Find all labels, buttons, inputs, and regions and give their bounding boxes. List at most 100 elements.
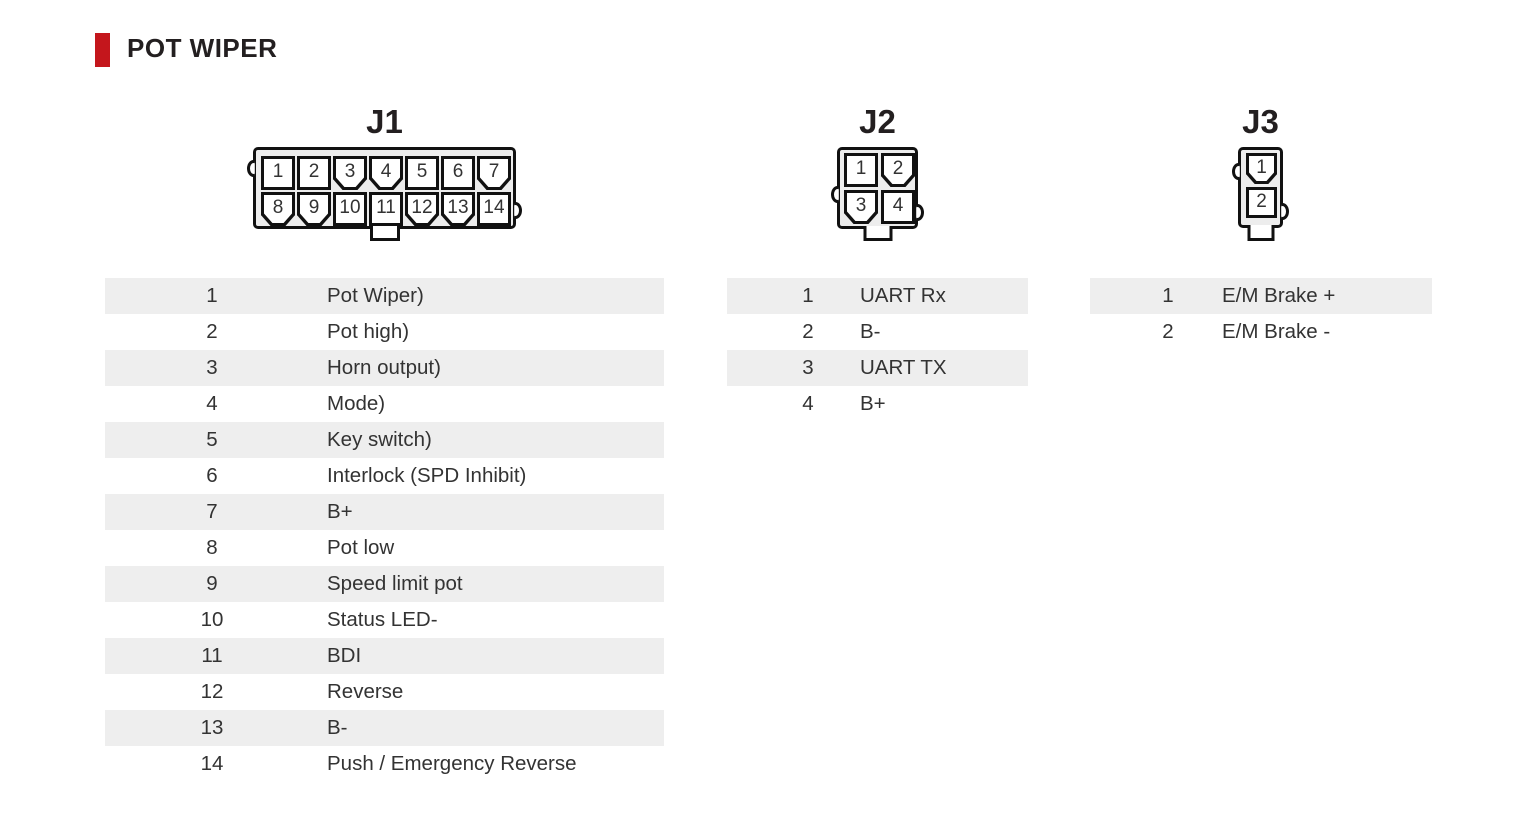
pin-number: 3 — [344, 161, 356, 182]
connector-title: J3 — [1242, 103, 1279, 140]
pin-cell: 10 — [333, 192, 367, 226]
pin-cell: 4 — [881, 190, 915, 224]
pin-grid: 1 2 3 4 — [840, 150, 915, 224]
pin-number-cell: 12 — [200, 680, 224, 703]
connector-key-tab — [1247, 225, 1274, 241]
pin-number-cell: 1 — [206, 284, 218, 307]
pin-number-cell: 1 — [1162, 284, 1174, 307]
connector-key-tab — [369, 226, 400, 241]
accent-bar — [95, 33, 110, 67]
pin-number-cell: 13 — [200, 716, 224, 739]
pin-number: 12 — [411, 197, 433, 218]
table-row: 1 UART Rx — [727, 278, 1028, 314]
connector-notch-right-icon — [514, 202, 522, 219]
pin-number-cell: 8 — [206, 536, 218, 559]
pin-cell: 6 — [441, 156, 475, 190]
pin-function-cell: Status LED- — [327, 608, 438, 631]
pin-cell: 5 — [405, 156, 439, 190]
connector-notch-left-icon — [831, 186, 839, 203]
pin-number: 14 — [483, 197, 505, 218]
pin-number: 2 — [892, 158, 904, 179]
pin-number-cell: 14 — [200, 752, 224, 775]
table-row: 9 Speed limit pot — [105, 566, 664, 602]
pin-cell: 4 — [369, 156, 403, 190]
pin-function-cell: Interlock (SPD Inhibit) — [327, 464, 527, 487]
table-row: 13 B- — [105, 710, 664, 746]
table-row: 12 Reverse — [105, 674, 664, 710]
pin-function-cell: B+ — [327, 500, 353, 523]
pin-cell: 8 — [261, 192, 295, 226]
pin-function-cell: UART TX — [860, 356, 947, 379]
table-row: 14 Push / Emergency Reverse — [105, 746, 664, 782]
pin-function-cell: E/M Brake + — [1222, 284, 1336, 307]
pin-function-cell: Key switch) — [327, 428, 432, 451]
pin-number: 4 — [892, 195, 904, 216]
pin-function-cell: Pot high) — [327, 320, 410, 343]
pin-number: 3 — [855, 195, 867, 216]
pin-cell: 11 — [369, 192, 403, 226]
pin-number-cell: 3 — [802, 356, 814, 379]
page-title: POT WIPER — [127, 33, 278, 63]
pin-number-cell: 5 — [206, 428, 218, 451]
table-row: 6 Interlock (SPD Inhibit) — [105, 458, 664, 494]
pin-function-cell: Reverse — [327, 680, 404, 703]
pin-function-cell: Mode) — [327, 392, 386, 415]
pin-cell: 2 — [297, 156, 331, 190]
pin-number: 13 — [447, 197, 469, 218]
pin-cell: 3 — [333, 156, 367, 190]
pin-table: 1 E/M Brake + 2 E/M Brake - — [1090, 278, 1432, 350]
pin-number-cell: 6 — [206, 464, 218, 487]
pin-function-cell: Horn output) — [327, 356, 441, 379]
connector-notch-left-icon — [247, 160, 255, 177]
table-row: 3 UART TX — [727, 350, 1028, 386]
connector-notch-right-icon — [1281, 203, 1289, 220]
pin-number: 1 — [272, 161, 284, 182]
table-row: 2 B- — [727, 314, 1028, 350]
pin-number: 8 — [272, 197, 284, 218]
pin-cell: 1 — [844, 153, 878, 187]
connector-diagram: 1 2 3 4 5 6 7 8 9 10 11 12 13 14 — [247, 147, 522, 241]
pin-function-cell: Pot low — [327, 536, 395, 559]
table-row: 8 Pot low — [105, 530, 664, 566]
pin-cell: 14 — [477, 192, 511, 226]
table-row: 2 Pot high) — [105, 314, 664, 350]
table-row: 4 B+ — [727, 386, 1028, 422]
pin-function-cell: B- — [860, 320, 881, 343]
pin-cell: 2 — [881, 153, 915, 187]
connector-notch-left-icon — [1232, 163, 1240, 180]
table-row: 5 Key switch) — [105, 422, 664, 458]
table-row: 10 Status LED- — [105, 602, 664, 638]
pin-function-cell: B- — [327, 716, 348, 739]
pin-cell: 3 — [844, 190, 878, 224]
pin-grid: 1 2 3 4 5 6 7 8 9 10 11 12 13 14 — [256, 150, 513, 226]
pin-function-cell: Push / Emergency Reverse — [327, 752, 577, 775]
connector-notch-right-icon — [916, 204, 924, 221]
pin-number: 9 — [308, 197, 320, 218]
pin-number-cell: 10 — [200, 608, 224, 631]
pin-number: 11 — [376, 197, 396, 218]
pin-number: 5 — [416, 161, 428, 182]
pin-function-cell: Pot Wiper) — [327, 284, 424, 307]
pin-number-cell: 4 — [206, 392, 218, 415]
pin-cell: 12 — [405, 192, 439, 226]
pin-number: 2 — [1256, 190, 1267, 212]
table-row: 1 Pot Wiper) — [105, 278, 664, 314]
connector-key-tab — [863, 226, 892, 241]
pin-number-cell: 1 — [802, 284, 814, 307]
pin-cell: 7 — [477, 156, 511, 190]
pin-cell: 9 — [297, 192, 331, 226]
pin-number-cell: 3 — [206, 356, 218, 379]
table-row: 4 Mode) — [105, 386, 664, 422]
pin-function-cell: B+ — [860, 392, 886, 415]
pin-table: 1 Pot Wiper) 2 Pot high) 3 Horn output) 4 Mode)… — [105, 278, 664, 782]
pin-number-cell: 2 — [206, 320, 218, 343]
table-row: 11 BDI — [105, 638, 664, 674]
pin-function-cell: BDI — [327, 644, 362, 667]
table-row: 7 B+ — [105, 494, 664, 530]
pin-function-cell: E/M Brake - — [1222, 320, 1331, 343]
connector-diagram: 1 2 3 4 — [831, 147, 924, 241]
pin-number-cell: 7 — [206, 500, 218, 523]
connector-title: J2 — [859, 103, 896, 140]
